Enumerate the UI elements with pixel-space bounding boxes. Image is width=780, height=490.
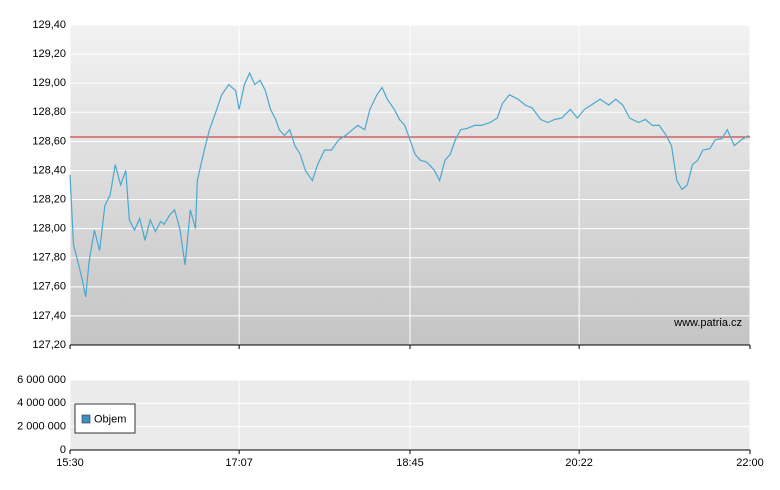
legend-label: Objem [94, 413, 126, 425]
x-tick-label: 18:45 [396, 457, 424, 469]
price-line [69, 71, 749, 298]
y-tick-label: 128,40 [32, 164, 66, 176]
y-tick-label: 129,00 [32, 77, 66, 89]
y-tick-label: 6 000 000 [17, 374, 66, 386]
y-tick-label: 127,20 [32, 339, 66, 351]
y-tick-label: 129,20 [32, 48, 66, 60]
y-tick-label: 129,40 [32, 19, 66, 31]
y-tick-label: 127,40 [32, 310, 66, 322]
y-tick-label: 127,80 [32, 252, 66, 264]
y-tick-label: 128,60 [32, 135, 66, 147]
x-tick-label: 22:00 [736, 457, 764, 469]
y-tick-label: 4 000 000 [17, 397, 66, 409]
x-tick-label: 20:22 [565, 457, 593, 469]
y-tick-label: 128,00 [32, 223, 66, 235]
y-tick-label: 128,80 [32, 106, 66, 118]
y-tick-label: 127,60 [32, 281, 66, 293]
y-tick-label: 0 [60, 444, 66, 456]
x-tick-label: 17:07 [225, 457, 253, 469]
y-tick-label: 2 000 000 [17, 421, 66, 433]
y-tick-label: 128,20 [32, 193, 66, 205]
watermark: www.patria.cz [673, 317, 742, 329]
x-tick-label: 15:30 [56, 457, 84, 469]
legend-swatch [81, 414, 91, 424]
